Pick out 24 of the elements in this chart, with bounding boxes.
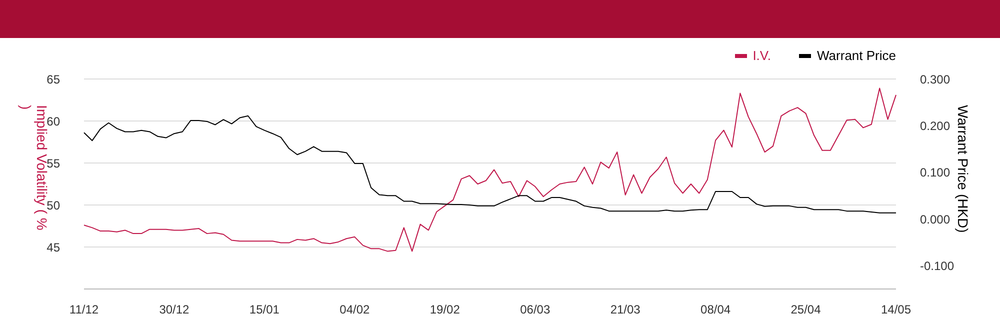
x-tick-label: 21/03 [610,302,641,317]
y2-tick-label: 0.000 [920,212,950,226]
y-tick-label: 65 [46,72,60,86]
y2-tick-label: 0.100 [920,166,950,180]
y-tick-label: 45 [46,240,60,254]
x-tick-label: 15/01 [249,302,280,317]
legend-label: I.V. [752,48,772,63]
y2-tick-label: 0.200 [920,118,950,133]
x-tick-label: 14/05 [880,302,912,317]
line-series [84,115,896,214]
x-tick-label: 19/02 [430,302,460,317]
x-tick-label: 08/04 [700,302,731,317]
y2-tick-label: -0.100 [920,258,954,273]
x-tick-label: 30/12 [159,302,190,317]
x-tick-label: 04/02 [340,302,370,317]
x-tick-label: 11/12 [69,302,99,317]
line-series [84,88,896,252]
x-tick-label: 06/03 [520,302,550,317]
y-tick-label: 55 [46,156,60,170]
y-tick-label: 60 [46,114,60,128]
y2-tick-label: 0.300 [920,72,950,86]
x-tick-label: 25/04 [790,302,822,317]
y2-axis-title: Warrant Price (HKD) [955,105,971,235]
legend-label: Warrant Price [817,48,896,63]
